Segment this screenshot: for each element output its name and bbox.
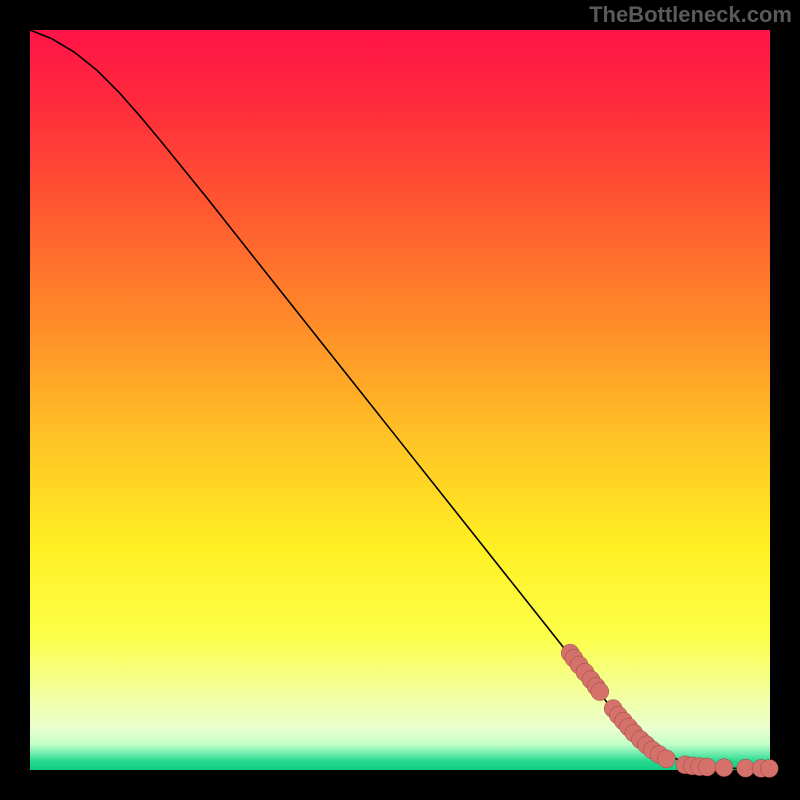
chart-marker <box>657 750 675 768</box>
chart-svg <box>0 0 800 800</box>
watermark-text: TheBottleneck.com <box>589 2 792 28</box>
chart-marker <box>715 759 733 777</box>
chart-marker <box>737 759 755 777</box>
chart-container <box>0 0 800 800</box>
chart-marker <box>698 758 716 776</box>
chart-marker <box>591 683 609 701</box>
chart-gradient-bg <box>30 30 770 770</box>
chart-marker <box>760 759 778 777</box>
